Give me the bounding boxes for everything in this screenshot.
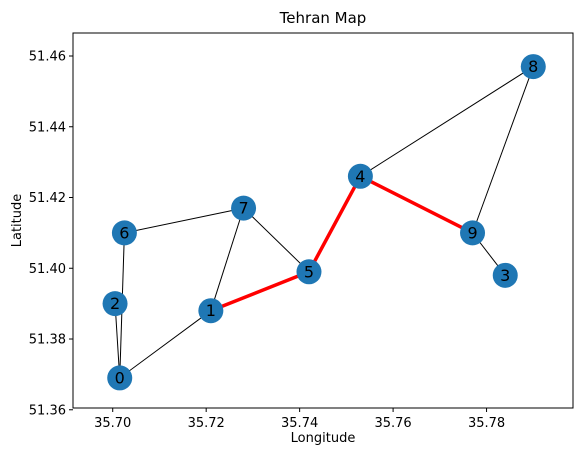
y-tick-label: 51.36 [29,403,66,418]
node-8 [520,54,546,80]
node-label-3: 3 [500,266,510,285]
x-tick-label: 35.70 [94,416,131,431]
x-tick-label: 35.76 [374,416,411,431]
x-tick-label: 35.78 [468,416,505,431]
y-tick-label: 51.38 [29,333,66,348]
x-tick-label: 35.74 [281,416,318,431]
node-label-4: 4 [355,167,365,186]
x-axis-ticks: 35.70 35.72 35.74 35.76 35.78 [94,408,505,431]
node-9 [460,220,486,246]
node-label-7: 7 [238,199,248,218]
node-label-2: 2 [110,294,120,313]
node-label-0: 0 [115,368,125,387]
node-label-5: 5 [304,262,314,281]
path-edge-4-9 [358,174,475,235]
node-0 [107,365,133,391]
path-edge-5-4 [307,174,363,274]
chart-title: Tehran Map [279,9,367,27]
node-label-1: 1 [206,301,216,320]
node-1 [198,298,224,324]
y-tick-label: 51.40 [29,262,66,277]
node-label-8: 8 [528,57,538,76]
plot-frame [72,32,574,409]
node-label-9: 9 [467,223,477,242]
node-4 [347,163,373,189]
node-2 [102,291,128,317]
nodes-layer: 0 1 2 3 4 5 6 7 8 9 [102,54,546,391]
edge-6-7 [124,207,244,234]
y-tick-label: 51.44 [29,120,66,135]
x-axis-label: Longitude [291,431,356,446]
edge-8-9 [472,66,534,234]
y-axis-label: Latitude [10,194,25,248]
edge-1-7 [210,207,245,311]
node-5 [296,259,322,285]
edge-7-5 [243,207,310,273]
y-tick-label: 51.46 [29,49,66,64]
y-tick-label: 51.42 [29,191,66,206]
node-7 [231,195,257,221]
y-axis-ticks: 51.36 51.38 51.40 51.42 51.44 51.46 [29,49,73,418]
edge-4-8 [360,66,534,177]
node-label-6: 6 [119,223,129,242]
highlighted-path-layer [209,174,475,313]
path-edge-1-5 [209,270,311,313]
x-tick-label: 35.72 [188,416,225,431]
node-6 [111,220,137,246]
node-3 [492,262,518,288]
edge-0-1 [119,310,212,379]
